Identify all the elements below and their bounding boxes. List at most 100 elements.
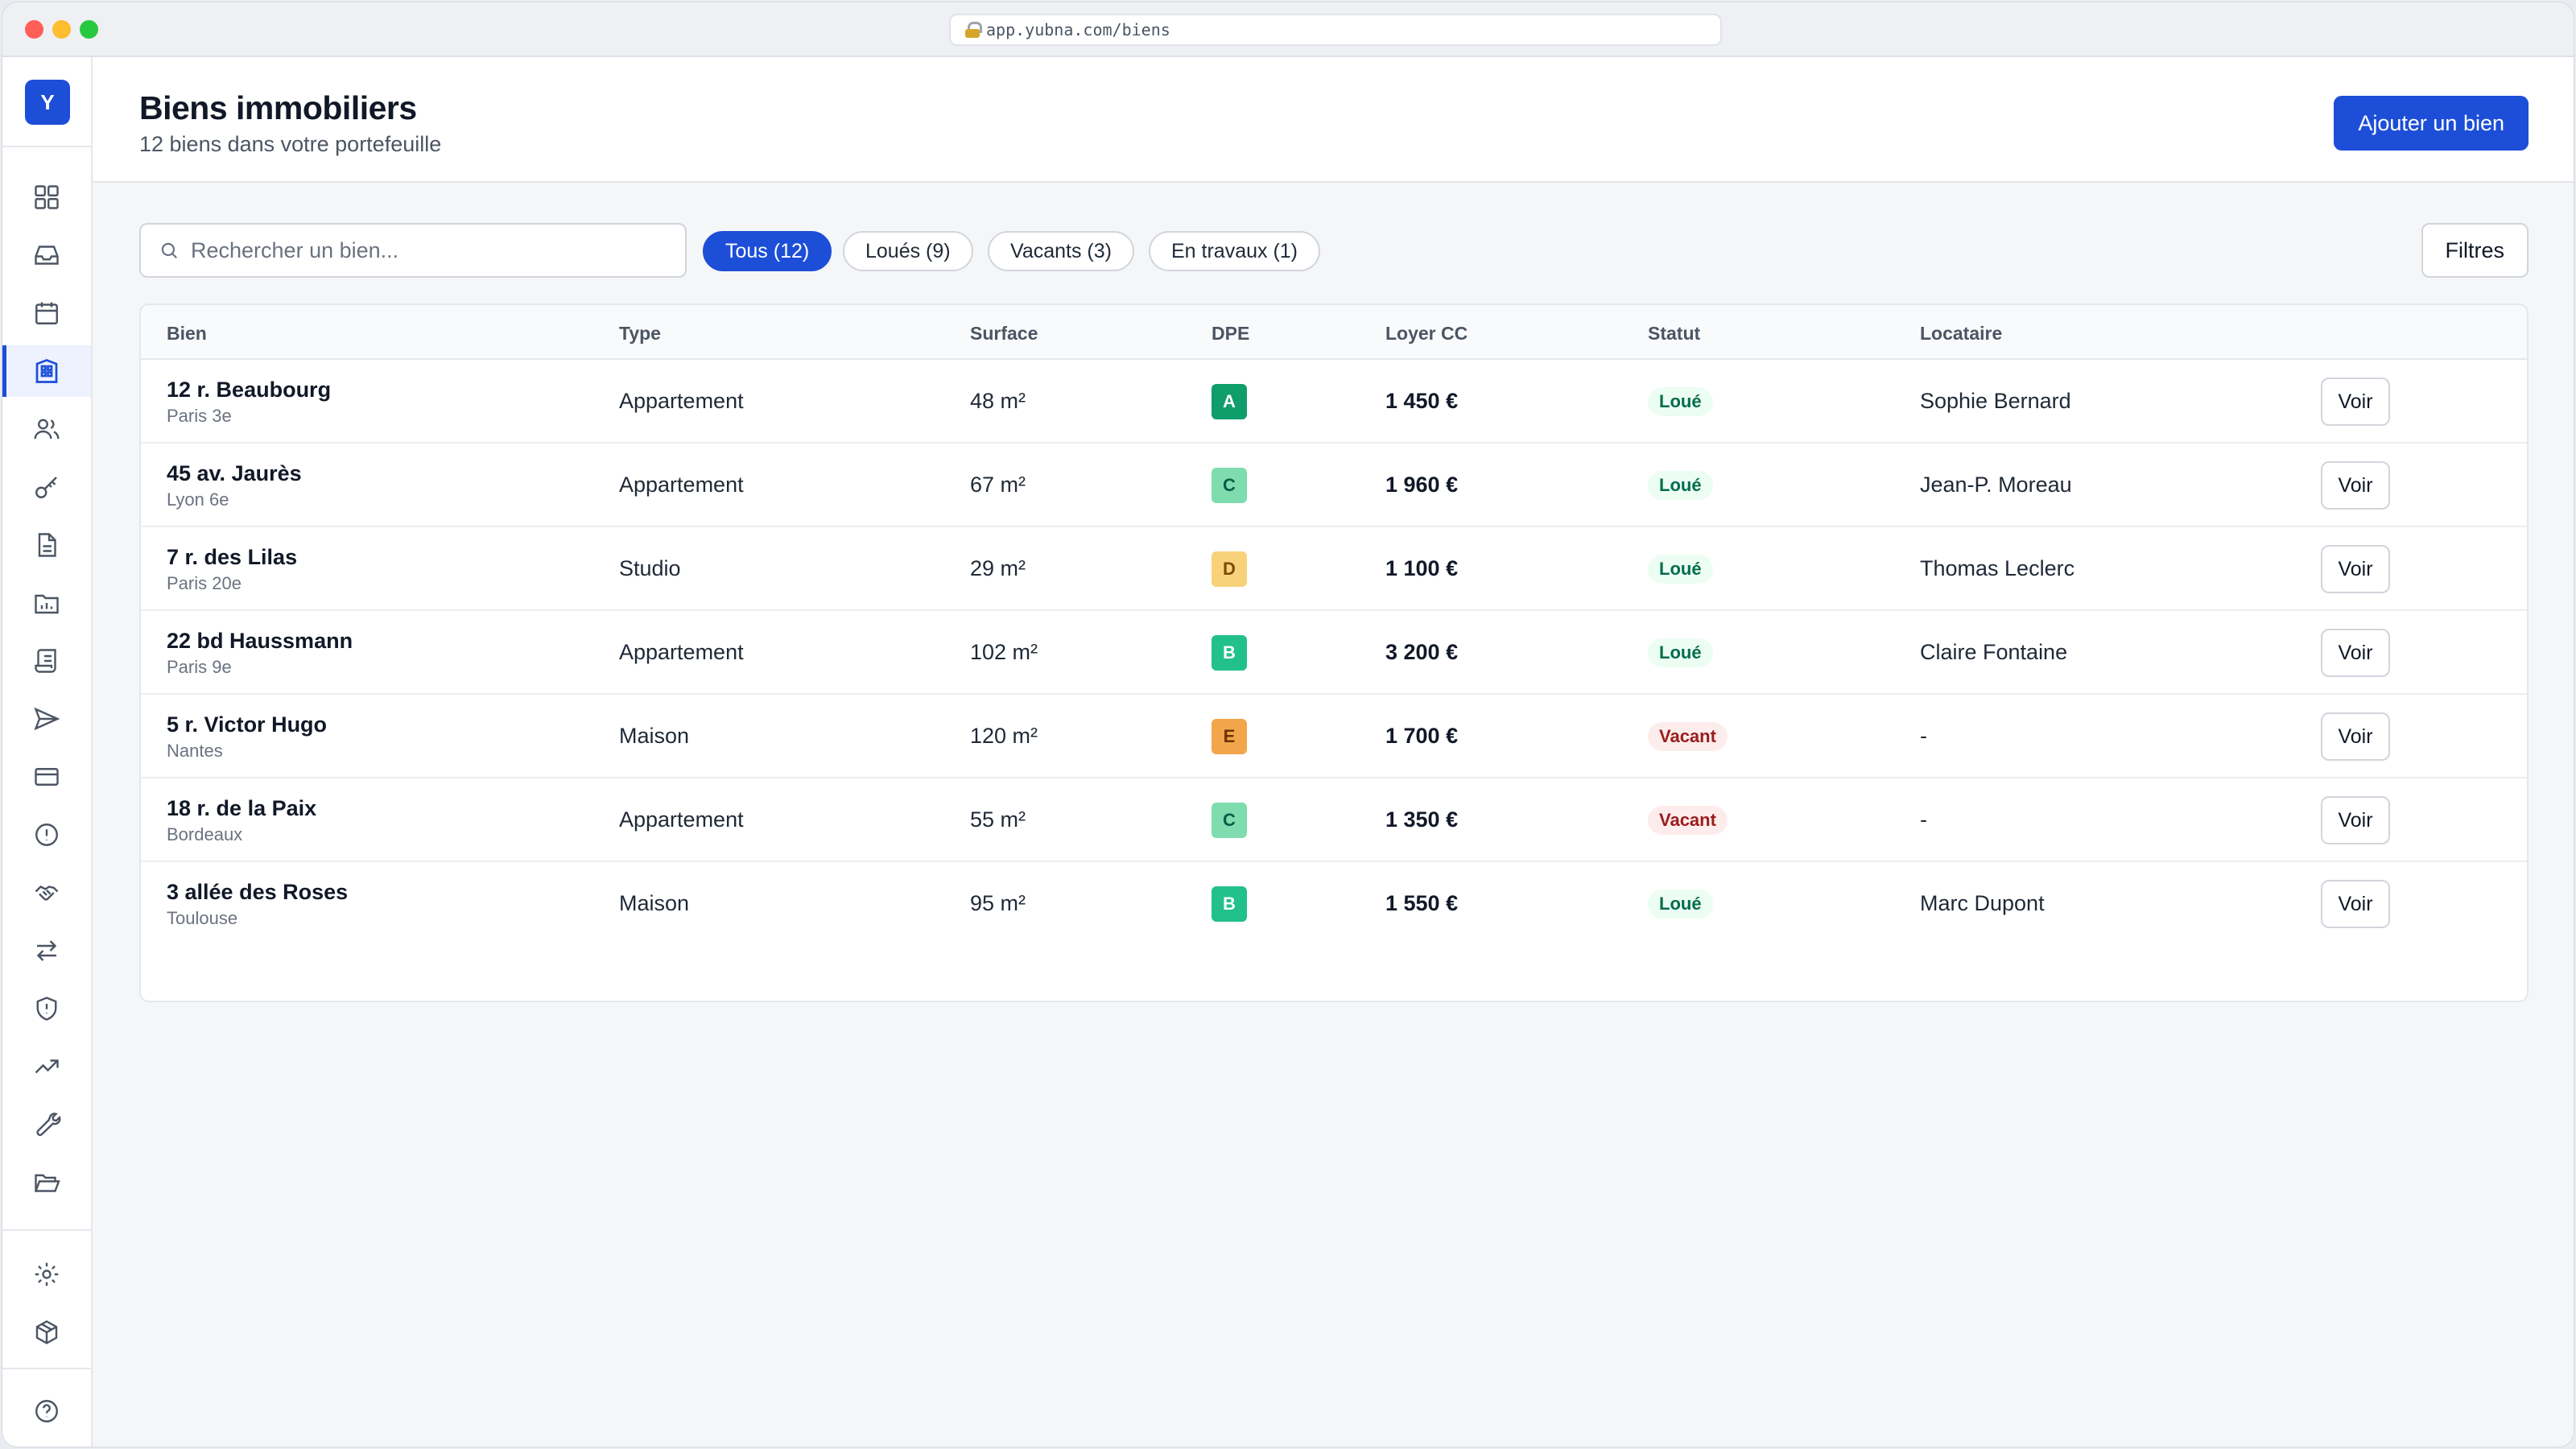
browser-titlebar: app.yubna.com/biens [2, 2, 2574, 57]
view-property-button[interactable]: Voir [2321, 545, 2390, 593]
page-header: Biens immobiliers 12 biens dans votre po… [93, 57, 2574, 183]
property-city: Paris 9e [167, 657, 232, 677]
close-window-button[interactable] [25, 20, 43, 39]
view-property-button[interactable]: Voir [2321, 461, 2390, 510]
view-property-button[interactable]: Voir [2321, 712, 2390, 761]
sidebar-item-biens[interactable] [2, 345, 91, 397]
tenant-name: Marc Dupont [1920, 891, 2045, 915]
sidebar-item-quittances[interactable] [2, 635, 91, 687]
dashboard-icon [35, 185, 59, 209]
column-header-dpe[interactable]: DPE [1212, 323, 1250, 344]
property-type: Appartement [619, 807, 744, 832]
add-property-button[interactable]: Ajouter un bien [2334, 96, 2529, 151]
view-property-button[interactable]: Voir [2321, 629, 2390, 677]
app-logo[interactable]: Y [25, 80, 70, 125]
filter-chip-tous[interactable]: Tous (12) [703, 231, 832, 271]
tenant-name: Thomas Leclerc [1920, 556, 2075, 580]
address-bar[interactable]: app.yubna.com/biens [949, 14, 1722, 46]
filters-button[interactable]: Filtres [2421, 223, 2529, 278]
view-property-button[interactable]: Voir [2321, 880, 2390, 928]
property-type: Studio [619, 556, 681, 580]
sidebar-item-paiements[interactable] [2, 751, 91, 803]
folder-chart-icon [35, 594, 59, 614]
sidebar-item-dossiers[interactable] [2, 1157, 91, 1208]
table-row[interactable]: 5 r. Victor Hugo Nantes Maison 120 m² E … [141, 695, 2527, 778]
property-city: Paris 3e [167, 406, 232, 426]
table-row[interactable]: 22 bd Haussmann Paris 9e Appartement 102… [141, 611, 2527, 695]
folder-open-icon [34, 1174, 60, 1192]
column-header-type[interactable]: Type [619, 323, 661, 344]
column-header-loyer[interactable]: Loyer CC [1385, 323, 1468, 344]
column-header-statut[interactable]: Statut [1648, 323, 1701, 344]
status-badge: Vacant [1648, 806, 1728, 835]
key-icon [35, 477, 57, 498]
view-property-button[interactable]: Voir [2321, 378, 2390, 426]
dpe-badge: B [1212, 886, 1247, 922]
status-badge: Loué [1648, 471, 1713, 500]
sidebar-item-rapports[interactable] [2, 577, 91, 629]
sidebar-item-cles[interactable] [2, 461, 91, 513]
sidebar-item-parametres[interactable] [2, 1249, 91, 1300]
sidebar-divider [2, 146, 91, 147]
property-address-cell: 3 allée des Roses Toulouse [167, 880, 348, 929]
transfer-icon [36, 940, 57, 961]
sidebar-item-assurances[interactable] [2, 983, 91, 1034]
maximize-window-button[interactable] [80, 20, 98, 39]
property-address-cell: 5 r. Victor Hugo Nantes [167, 712, 327, 762]
property-rent: 1 100 € [1385, 556, 1459, 580]
sidebar-item-dashboard[interactable] [2, 171, 91, 223]
status-badge: Loué [1648, 890, 1713, 919]
document-icon [38, 533, 56, 557]
dpe-badge: B [1212, 635, 1247, 671]
sidebar-item-modules[interactable] [2, 1307, 91, 1358]
property-type: Appartement [619, 389, 744, 413]
table-row[interactable]: 45 av. Jaurès Lyon 6e Appartement 67 m² … [141, 444, 2527, 527]
sidebar-item-envois[interactable] [2, 693, 91, 745]
sidebar-item-transferts[interactable] [2, 925, 91, 976]
table-row[interactable]: 18 r. de la Paix Bordeaux Appartement 55… [141, 778, 2527, 862]
sidebar-item-alertes[interactable] [2, 809, 91, 861]
property-address: 45 av. Jaurès [167, 461, 302, 485]
property-surface: 67 m² [970, 473, 1026, 497]
sidebar-item-contrats[interactable] [2, 867, 91, 919]
property-surface: 102 m² [970, 640, 1038, 664]
property-surface: 48 m² [970, 389, 1026, 413]
sidebar-item-documents[interactable] [2, 519, 91, 571]
help-icon [35, 1400, 58, 1422]
column-header-locataire[interactable]: Locataire [1920, 323, 2003, 344]
sidebar-item-aide[interactable] [2, 1385, 91, 1437]
column-header-surface[interactable]: Surface [970, 323, 1038, 344]
minimize-window-button[interactable] [52, 20, 71, 39]
sidebar-item-statistiques[interactable] [2, 1041, 91, 1092]
filter-chip-loues[interactable]: Loués (9) [843, 231, 973, 271]
property-surface: 95 m² [970, 891, 1026, 915]
search-box[interactable] [139, 223, 687, 278]
status-badge: Vacant [1648, 722, 1728, 751]
property-rent: 1 450 € [1385, 389, 1459, 413]
sidebar-item-locataires[interactable] [2, 403, 91, 455]
users-icon [34, 419, 60, 440]
property-address-cell: 7 r. des Lilas Paris 20e [167, 545, 297, 594]
column-header-bien[interactable]: Bien [167, 323, 207, 344]
gear-icon [35, 1262, 59, 1286]
search-input[interactable] [191, 237, 658, 263]
receipt-icon [35, 649, 56, 673]
dpe-badge: C [1212, 803, 1247, 838]
tenant-name: Claire Fontaine [1920, 640, 2068, 664]
sidebar-item-travaux[interactable] [2, 1099, 91, 1150]
property-address-cell: 45 av. Jaurès Lyon 6e [167, 461, 302, 510]
filter-chip-en-travaux[interactable]: En travaux (1) [1149, 231, 1321, 271]
table-row[interactable]: 3 allée des Roses Toulouse Maison 95 m² … [141, 862, 2527, 946]
properties-table: Bien Type Surface DPE Loyer CC Statut Lo… [139, 303, 2529, 1002]
tenant-name: - [1920, 807, 1927, 832]
view-property-button[interactable]: Voir [2321, 796, 2390, 844]
table-row[interactable]: 12 r. Beaubourg Paris 3e Appartement 48 … [141, 360, 2527, 444]
sidebar-item-calendar[interactable] [2, 287, 91, 339]
table-row[interactable]: 7 r. des Lilas Paris 20e Studio 29 m² D … [141, 527, 2527, 611]
property-type: Maison [619, 724, 690, 748]
property-surface: 120 m² [970, 724, 1038, 748]
trending-up-icon [35, 1059, 59, 1074]
sidebar-item-inbox[interactable] [2, 229, 91, 281]
filter-chip-vacants[interactable]: Vacants (3) [988, 231, 1134, 271]
